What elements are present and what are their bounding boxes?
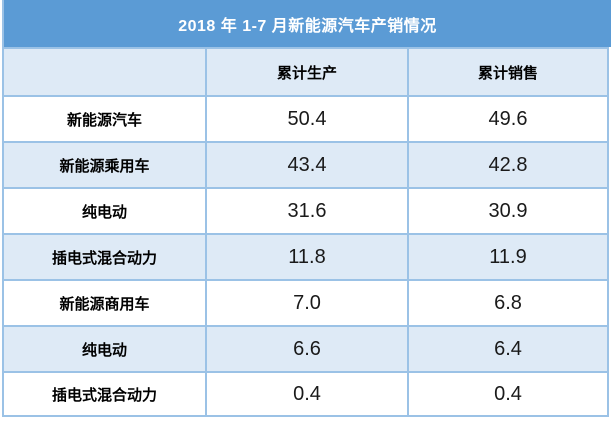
production-value-cell: 0.4 [207,373,409,415]
table-row: 插电式混合动力 11.8 11.9 [4,233,609,279]
table-row: 新能源汽车 50.4 49.6 [4,95,609,141]
table-title: 2018 年 1-7 月新能源汽车产销情况 [4,0,611,47]
sales-value-cell: 11.9 [409,235,609,279]
production-value-cell: 11.8 [207,235,409,279]
row-label-cell: 新能源乘用车 [4,143,207,187]
table-row: 新能源乘用车 43.4 42.8 [4,141,609,187]
row-label-cell: 插电式混合动力 [4,235,207,279]
sales-value-cell: 6.8 [409,281,609,325]
table-header-row: 累计生产 累计销售 [4,47,609,95]
sales-value-cell: 0.4 [409,373,609,415]
production-value-cell: 6.6 [207,327,409,371]
production-value-cell: 7.0 [207,281,409,325]
table-row: 纯电动 31.6 30.9 [4,187,609,233]
production-value-cell: 50.4 [207,97,409,141]
sales-value-cell: 49.6 [409,97,609,141]
row-label-cell: 新能源商用车 [4,281,207,325]
row-label-cell: 新能源汽车 [4,97,207,141]
sales-value-cell: 6.4 [409,327,609,371]
row-label-cell: 纯电动 [4,327,207,371]
row-label-cell: 插电式混合动力 [4,373,207,415]
header-sales-cell: 累计销售 [409,49,609,95]
table-row: 纯电动 6.6 6.4 [4,325,609,371]
production-value-cell: 31.6 [207,189,409,233]
sales-value-cell: 30.9 [409,189,609,233]
row-label-cell: 纯电动 [4,189,207,233]
table-row: 新能源商用车 7.0 6.8 [4,279,609,325]
production-value-cell: 43.4 [207,143,409,187]
table-row: 插电式混合动力 0.4 0.4 [4,371,609,417]
sales-value-cell: 42.8 [409,143,609,187]
header-production-cell: 累计生产 [207,49,409,95]
table: 2018 年 1-7 月新能源汽车产销情况 累计生产 累计销售 新能源汽车 50… [2,0,611,417]
header-empty-cell [4,49,207,95]
